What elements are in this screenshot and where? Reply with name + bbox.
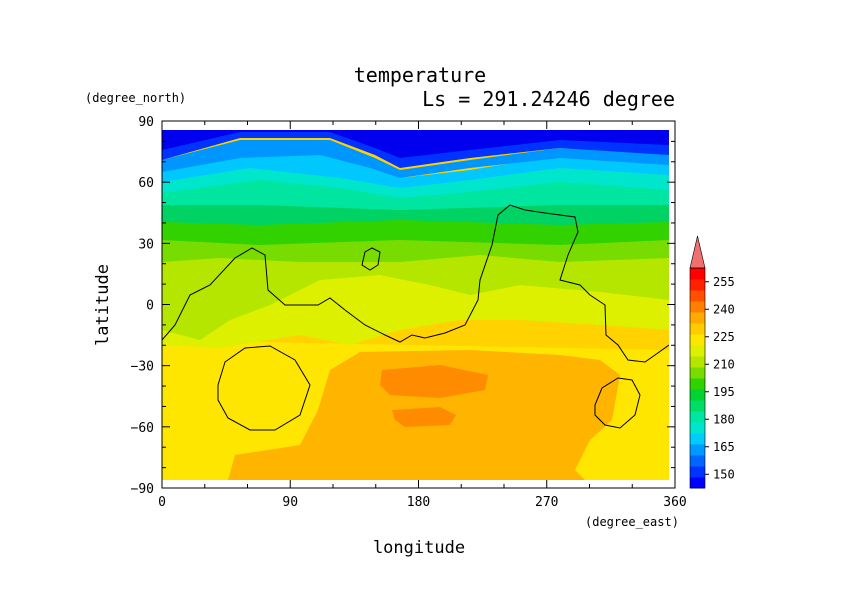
colorbar-segment [690,477,705,489]
field-mid-blue-band [162,140,669,178]
colorbar-segment [690,400,705,412]
colorbar-segment [690,290,705,302]
x-tick-label: 360 [663,495,686,510]
y-axis-label: latitude [93,264,113,346]
colorbar-segment [690,466,705,478]
colorbar-segment [690,389,705,401]
colorbar-segment [690,323,705,335]
axis-ticks [161,120,676,489]
colorbar-segment [690,422,705,434]
colorbar-segment [690,411,705,423]
x-tick-label: 90 [282,495,298,510]
axis-tick-labels: 0 90 180 270 360 90 60 30 0 −30 −60 −90 [131,115,687,510]
colorbar-segment [690,301,705,313]
chart-subtitle: Ls = 291.24246 degree [422,87,675,111]
x-tick-label: 0 [158,495,166,510]
colorbar-label: 150 [713,467,735,481]
colorbar-label: 225 [713,330,735,344]
y-tick-label: −60 [131,421,154,436]
colorbar-label: 180 [713,412,735,426]
colorbar-label: 195 [713,385,735,399]
colorbar-segment [690,433,705,445]
y-tick-label: 60 [138,176,154,191]
chart-title: temperature [354,63,486,87]
field-dark-orange-blob-1 [380,365,488,398]
contour-line-southern-crater-right [594,377,641,429]
x-tick-label: 270 [535,495,558,510]
colorbar-segment [690,268,705,280]
topography-contours [162,204,669,431]
colorbar-segment [690,444,705,456]
colorbar-segment [690,345,705,357]
y-tick-label: 0 [146,299,154,314]
field-dark-orange-blob-2 [392,407,456,427]
colorbar-segment [690,356,705,368]
x-axis-label: longitude [373,538,465,558]
y-tick-label: −30 [131,360,154,375]
colorbar-extend-arrow [689,235,706,269]
colorbar-segment [690,334,705,346]
field-polar-dark-blue [162,130,669,158]
colorbar-label: 210 [713,357,735,371]
y-tick-label: 30 [138,237,154,252]
y-unit-label: (degree_north) [85,91,186,105]
colorbar-segment [690,378,705,390]
colorbar-frame [689,267,706,489]
colorbar: 255 240 225 210 195 180 165 150 [689,235,735,489]
colorbar-segment [690,279,705,291]
contour-line-small-island [361,247,381,271]
colorbar-segment [690,455,705,467]
x-tick-label: 180 [407,495,430,510]
colorbar-segment [690,367,705,379]
contour-line-southern-crater-left [217,345,311,431]
colorbar-label: 240 [713,302,735,316]
colorbar-label: 165 [713,440,735,454]
y-tick-label: −90 [131,482,154,497]
contour-line-main [162,204,669,363]
y-tick-label: 90 [138,115,154,130]
colorbar-segment [690,312,705,324]
x-unit-label: (degree_east) [585,515,679,529]
colorbar-label: 255 [713,275,735,289]
temperature-field [162,130,669,480]
field-lime-band [162,245,669,340]
